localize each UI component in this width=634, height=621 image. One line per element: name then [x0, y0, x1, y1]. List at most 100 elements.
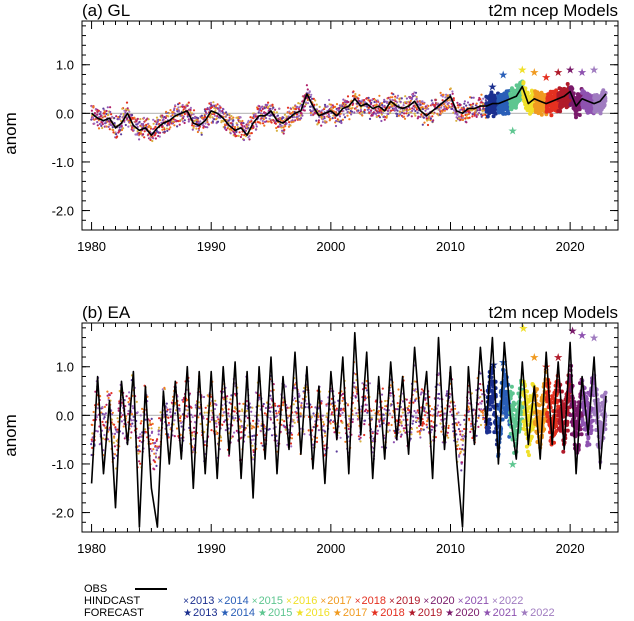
hindcast-point	[414, 91, 418, 94]
hindcast-point	[407, 405, 411, 408]
hindcast-point	[101, 412, 104, 415]
hindcast-point	[202, 395, 206, 399]
hindcast-point	[200, 114, 203, 117]
hindcast-point	[317, 429, 320, 432]
hindcast-point	[141, 407, 144, 410]
hindcast-point	[312, 412, 315, 415]
hindcast-point	[422, 422, 425, 425]
hindcast-point	[136, 130, 139, 133]
hindcast-point	[405, 398, 408, 401]
hindcast-point	[168, 123, 171, 126]
hindcast-point	[293, 107, 296, 110]
hindcast-point	[370, 418, 373, 421]
hindcast-point	[154, 132, 157, 135]
hindcast-point	[140, 420, 143, 423]
hindcast-point	[138, 444, 141, 447]
hindcast-point	[235, 122, 238, 125]
hindcast-point	[439, 91, 442, 94]
hindcast-point	[278, 404, 281, 407]
hindcast-point	[161, 388, 164, 391]
hindcast-point	[292, 403, 295, 406]
hindcast-point	[259, 122, 262, 125]
x-tick-label: 1980	[77, 239, 106, 254]
hindcast-point	[487, 429, 492, 434]
hindcast-point	[257, 419, 260, 422]
hindcast-point	[276, 114, 279, 117]
hindcast-point	[335, 103, 339, 106]
hindcast-point	[429, 117, 432, 120]
hindcast-point	[216, 432, 219, 436]
hindcast-point	[103, 416, 106, 419]
hindcast-point	[445, 93, 448, 96]
hindcast-point	[250, 132, 253, 135]
hindcast-point	[283, 113, 286, 116]
hindcast-point	[249, 406, 252, 409]
hindcast-point	[108, 394, 111, 397]
hindcast-point	[226, 395, 229, 398]
hindcast-point	[414, 105, 417, 108]
hindcast-point	[186, 409, 189, 412]
hindcast-point	[120, 420, 123, 423]
hindcast-point	[91, 432, 94, 435]
hindcast-point	[142, 116, 146, 119]
hindcast-point	[375, 112, 378, 115]
hindcast-point	[196, 130, 199, 134]
hindcast-point	[363, 433, 366, 437]
hindcast-point	[157, 433, 160, 436]
hindcast-point	[282, 132, 285, 135]
hindcast-point	[481, 400, 484, 403]
hindcast-point	[261, 105, 264, 108]
hindcast-point	[300, 402, 303, 405]
hindcast-point	[389, 394, 392, 397]
hindcast-point	[294, 105, 297, 108]
hindcast-point	[167, 416, 170, 419]
hindcast-point	[311, 97, 314, 100]
hindcast-point	[115, 133, 118, 136]
hindcast-point	[235, 130, 238, 133]
hindcast-point	[387, 112, 390, 115]
hindcast-point	[163, 128, 166, 131]
hindcast-point	[93, 122, 96, 125]
hindcast-point	[565, 82, 570, 86]
hindcast-point	[114, 426, 117, 429]
hindcast-point	[386, 110, 390, 113]
hindcast-point	[481, 110, 484, 113]
hindcast-point	[397, 388, 400, 391]
hindcast-point	[298, 394, 301, 397]
hindcast-point	[417, 115, 420, 118]
hindcast-point	[256, 425, 260, 428]
hindcast-point	[347, 100, 350, 104]
hindcast-point	[112, 129, 115, 132]
hindcast-point	[148, 419, 151, 422]
x-tick-label: 2010	[436, 239, 465, 254]
hindcast-point	[479, 98, 482, 101]
hindcast-point	[394, 106, 397, 109]
hindcast-point	[513, 105, 518, 110]
hindcast-point	[402, 104, 405, 107]
hindcast-point	[361, 114, 364, 117]
hindcast-point	[323, 115, 326, 118]
hindcast-point	[182, 108, 185, 111]
hindcast-point	[173, 435, 176, 438]
forecast-star-2014: ★	[498, 68, 508, 81]
hindcast-point	[341, 105, 344, 108]
hindcast-point	[255, 125, 258, 128]
hindcast-point	[402, 418, 405, 421]
hindcast-point	[393, 98, 397, 101]
hindcast-point	[238, 402, 241, 405]
hindcast-point	[380, 119, 383, 123]
hindcast-point	[408, 101, 411, 104]
hindcast-point	[181, 120, 184, 123]
y-tick-label: -2.0	[52, 204, 74, 219]
hindcast-point	[138, 460, 141, 463]
hindcast-point	[103, 424, 106, 427]
hindcast-point	[465, 121, 468, 124]
hindcast-point	[456, 104, 459, 107]
hindcast-point	[293, 397, 296, 400]
hindcast-point	[275, 414, 279, 418]
hindcast-point	[298, 106, 301, 109]
hindcast-point	[240, 121, 243, 124]
hindcast-point	[463, 418, 466, 421]
hindcast-point	[228, 415, 231, 418]
hindcast-point	[214, 104, 218, 107]
